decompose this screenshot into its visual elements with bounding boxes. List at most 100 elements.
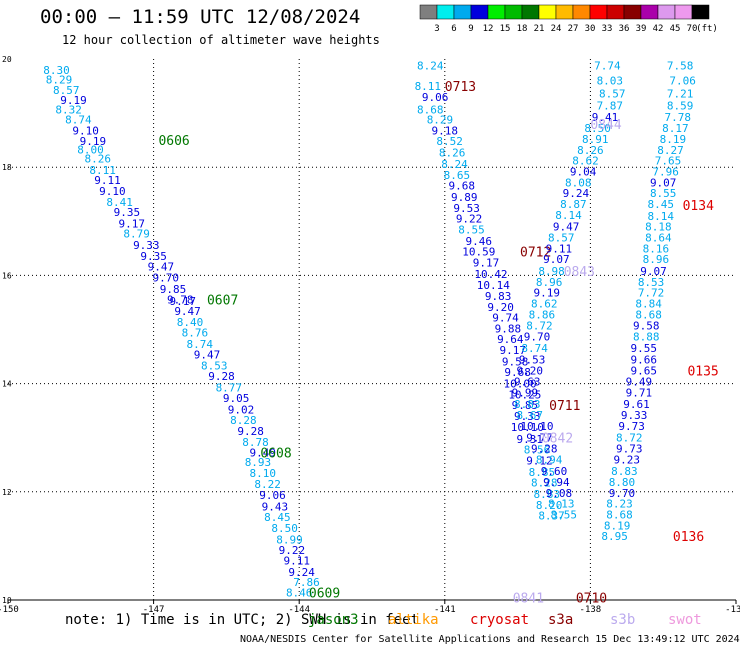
data-point-label: 9.20 [487, 301, 514, 314]
color-tick-label: 39 [636, 24, 647, 34]
data-point-label: 8.59 [667, 100, 694, 113]
data-point-label: 8.30 [43, 64, 70, 77]
data-point-label: 9.08 [546, 487, 573, 500]
track-id-label: 0710 [576, 591, 607, 606]
x-tick-label: -150 [0, 605, 19, 615]
track-id-label: 0711 [549, 399, 580, 414]
data-point-label: 9.70 [152, 272, 179, 285]
data-point-label: 9.22 [279, 544, 306, 557]
data-point-label: 9.74 [492, 312, 519, 325]
data-point-label: 9.77 [526, 432, 553, 445]
data-point-label: 8.72 [616, 432, 643, 445]
color-swatch [691, 4, 710, 20]
track-id-label: 0136 [673, 530, 704, 545]
data-point-label: 7.58 [667, 59, 694, 72]
data-point-label: 8.28 [230, 414, 257, 427]
x-tick-label: -135 [725, 605, 740, 615]
data-point-label: 8.83 [533, 488, 560, 501]
track-id-label: 0135 [687, 365, 718, 380]
y-tick-label: 12 [2, 488, 12, 497]
data-point-label: 8.11 [89, 164, 116, 177]
data-point-label: 8.08 [565, 176, 592, 189]
data-point-label: 9.35 [114, 206, 141, 219]
data-point-label: 9.07 [543, 253, 570, 266]
data-point-label: 9.58 [633, 320, 660, 333]
data-point-label: 8.72 [526, 320, 553, 333]
data-point-label: 9.33 [133, 239, 160, 252]
data-point-label: 8.55 [458, 223, 485, 236]
data-point-label: 9.06 [422, 91, 449, 104]
data-point-label: 8.11 [415, 80, 442, 93]
data-point-label: 9.65 [631, 365, 658, 378]
data-point-label: 8.17 [662, 122, 689, 135]
data-point-label: 8.57 [53, 84, 80, 97]
data-point-label: 9.64 [497, 333, 524, 346]
color-scale-legend: 3 6 9 12 15 18 21 24 27 30 33 36 39 42 45 70(ft) [419, 4, 718, 34]
x-tick-label: -144 [288, 605, 310, 615]
data-point-label: 9.99 [512, 386, 539, 399]
data-point-label: 8.40 [177, 316, 204, 329]
data-point-label: 9.35 [140, 250, 167, 263]
data-point-label: 8.96 [536, 276, 563, 289]
data-point-label: 9.58 [502, 355, 529, 368]
data-point-label: 9.66 [631, 353, 658, 366]
data-point-label: 9.20 [516, 365, 543, 378]
data-point-label: 8.27 [657, 144, 684, 157]
data-point-label: 8.74 [186, 338, 213, 351]
color-tick-label: 30 [585, 24, 596, 34]
data-point-label: 9.12 [526, 454, 553, 467]
y-tick-label: 18 [2, 163, 12, 172]
data-point-label: 9.17 [119, 217, 146, 230]
data-point-label: 9.07 [640, 265, 667, 278]
data-point-label: 10.10 [511, 421, 544, 434]
track-id-label: 0844 [590, 118, 621, 133]
y-tick-label: 10 [2, 596, 12, 605]
data-point-label: 8.50 [584, 122, 611, 135]
data-point-label: 7.21 [667, 88, 694, 101]
data-point-label: 9.47 [553, 221, 580, 234]
data-point-label: 8.18 [645, 221, 672, 234]
data-point-label: 7.86 [293, 576, 320, 589]
track-id-label: 0842 [542, 432, 573, 447]
color-tick-label: 36 [619, 24, 630, 34]
data-point-label: 8.84 [635, 298, 662, 311]
data-point-label: 9.94 [543, 476, 570, 489]
data-point-label: 8.50 [271, 522, 298, 535]
data-point-label: 8.29 [46, 74, 73, 87]
track-id-label: 0134 [683, 199, 714, 214]
data-point-label: 8.24 [417, 59, 444, 72]
data-point-label: 9.22 [456, 213, 483, 226]
data-point-label: 8.87 [560, 198, 587, 211]
data-point-label: 8.83 [611, 465, 638, 478]
color-tick-label: 33 [602, 24, 613, 34]
y-tick-label: 14 [2, 380, 12, 389]
y-tick-label: 16 [2, 271, 12, 280]
data-point-label: 8.68 [635, 308, 662, 321]
data-point-label: 8.99 [276, 533, 303, 546]
data-point-label: 10.14 [477, 279, 510, 292]
data-point-label: 8.64 [645, 232, 672, 245]
data-point-label: 8.95 [601, 530, 628, 543]
data-point-label: 9.11 [284, 555, 311, 568]
data-point-label: 9.28 [531, 443, 558, 456]
data-point-label: 9.53 [519, 353, 546, 366]
color-tick-label: 27 [568, 24, 579, 34]
data-point-label: 9.04 [570, 166, 597, 179]
data-point-label: 8.68 [606, 509, 633, 522]
data-point-label: 8.26 [85, 153, 112, 166]
data-point-label: 8.65 [444, 169, 471, 182]
data-point-label: 8.91 [582, 133, 609, 146]
track-id-label: 0712 [520, 246, 551, 261]
data-point-label: 8.85 [529, 466, 556, 479]
data-point-label: 9.60 [541, 465, 568, 478]
data-point-label: 7.65 [655, 155, 682, 168]
track-id-label: 0608 [260, 446, 291, 461]
data-point-label: 8.93 [245, 456, 272, 469]
color-tick-label: 15 [500, 24, 511, 34]
data-point-label: 9.73 [618, 420, 645, 433]
data-point-label: 9.02 [228, 404, 255, 417]
data-point-label: 9.41 [592, 111, 619, 124]
data-point-label: 9.31 [516, 433, 543, 446]
data-point-label: 9.28 [237, 425, 264, 438]
data-point-label: 8.14 [555, 209, 582, 222]
